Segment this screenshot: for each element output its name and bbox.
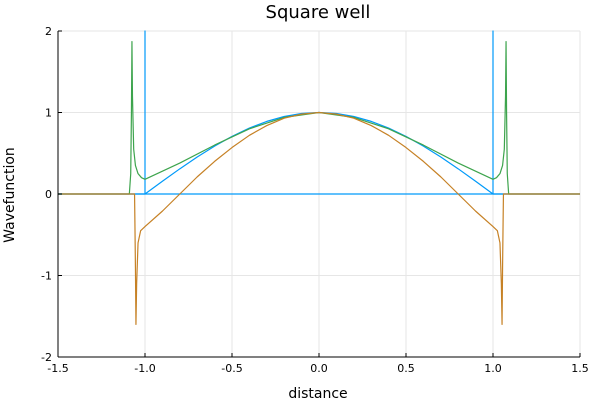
x-ticks: -1.5 -1.0 -0.5 0.0 0.5 1.0 1.5	[47, 353, 589, 375]
y-tick-label: 2	[45, 25, 52, 38]
y-axis-label: Wavefunction	[2, 147, 18, 243]
chart-title: Square well	[266, 2, 371, 23]
x-tick-label: -0.5	[221, 362, 242, 375]
x-tick-label: 1.5	[571, 362, 589, 375]
x-tick-label: -1.0	[134, 362, 155, 375]
y-ticks: -2 -1 0 1 2	[41, 25, 62, 364]
x-tick-label: 0.5	[397, 362, 415, 375]
y-tick-label: -1	[41, 270, 52, 283]
x-tick-label: 1.0	[484, 362, 502, 375]
series-layer	[58, 30, 580, 325]
y-tick-label: -2	[41, 351, 52, 364]
y-tick-label: 1	[45, 107, 52, 120]
x-axis-label: distance	[288, 386, 347, 400]
y-tick-label: 0	[45, 188, 52, 201]
series-line-4	[58, 111, 580, 325]
x-tick-label: -1.5	[47, 362, 68, 375]
x-tick-label: 0.0	[310, 362, 328, 375]
series-line-1	[58, 30, 580, 195]
